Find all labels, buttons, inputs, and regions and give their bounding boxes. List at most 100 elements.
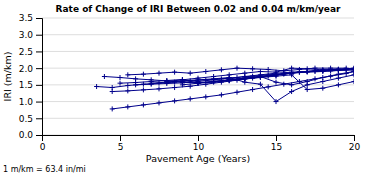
marker: [336, 68, 341, 73]
marker: [305, 69, 310, 74]
grid-line: [42, 101, 354, 102]
marker: [320, 86, 325, 91]
tick: 1.0: [19, 97, 42, 107]
x-axis: 05101520: [40, 135, 361, 152]
marker: [336, 82, 341, 87]
tick: 0: [40, 135, 46, 152]
tick-label: 3.0: [19, 30, 34, 40]
marker: [242, 76, 247, 81]
tick: 15: [271, 135, 282, 152]
marker: [188, 71, 193, 76]
tick-label: 20: [349, 142, 361, 152]
tick: 2.5: [19, 47, 42, 57]
marker: [149, 81, 154, 86]
marker: [336, 67, 341, 72]
marker: [352, 67, 355, 72]
marker: [164, 80, 169, 85]
marker: [352, 67, 355, 72]
title: Rate of Change of IRI Between 0.02 and 0…: [56, 4, 341, 14]
tick: 3.5: [19, 13, 42, 23]
tick-mark: [36, 118, 42, 119]
marker: [242, 71, 247, 76]
tick: 20: [349, 135, 361, 152]
marker: [305, 82, 310, 87]
marker: [250, 87, 255, 92]
marker: [157, 71, 162, 76]
marker: [320, 69, 325, 74]
marker: [352, 72, 355, 77]
marker: [141, 87, 146, 92]
tick-label: 1.0: [19, 97, 34, 107]
tick-label: 2.5: [19, 47, 33, 57]
tick-mark: [198, 135, 199, 141]
marker: [172, 85, 177, 90]
marker: [133, 82, 138, 87]
marker: [118, 75, 123, 80]
tick-mark: [276, 135, 277, 141]
tick-mark: [36, 135, 42, 136]
tick-label: 0: [40, 142, 46, 152]
marker: [125, 88, 130, 93]
marker: [235, 66, 240, 71]
marker: [211, 74, 216, 79]
marker: [227, 72, 232, 77]
marker: [94, 84, 99, 89]
marker: [297, 67, 302, 72]
footnote: 1 m/km = 63.4 in/mi: [3, 165, 86, 174]
marker: [110, 106, 115, 111]
tick-mark: [36, 68, 42, 69]
marker: [219, 67, 224, 72]
marker: [227, 77, 232, 82]
marker: [172, 98, 177, 103]
marker: [250, 66, 255, 71]
tick-label: 2.0: [19, 64, 34, 74]
marker: [274, 80, 279, 85]
marker: [211, 79, 216, 84]
grid-line: [42, 51, 354, 52]
marker: [157, 100, 162, 105]
marker: [125, 72, 130, 77]
tick-mark: [36, 35, 42, 36]
marker: [219, 92, 224, 97]
marker: [258, 82, 263, 87]
grid-line: [42, 18, 354, 19]
marker: [305, 70, 310, 75]
marker: [274, 72, 279, 77]
grid-line: [42, 118, 354, 119]
marker: [320, 79, 325, 84]
grid-line: [42, 34, 354, 35]
tick-label: 0.5: [19, 114, 33, 124]
marker: [118, 81, 123, 86]
marker: [157, 86, 162, 91]
marker: [180, 82, 185, 87]
marker: [164, 79, 169, 84]
marker: [125, 104, 130, 109]
marker: [227, 78, 232, 83]
series-line: [136, 69, 354, 85]
marker: [289, 66, 294, 71]
marker: [289, 89, 294, 94]
x-axis-title: Pavement Age (Years): [146, 153, 250, 164]
marker: [305, 69, 310, 74]
marker: [235, 90, 240, 95]
plot: 051015200.00.51.01.52.02.53.03.5: [19, 13, 361, 152]
y-axis: 0.00.51.01.52.02.53.03.5: [19, 13, 43, 140]
tick: 1.5: [19, 80, 42, 90]
marker: [125, 83, 130, 88]
y-axis-title: IRI (m/km): [2, 52, 13, 102]
marker: [336, 76, 341, 81]
marker: [266, 84, 271, 89]
marker: [141, 102, 146, 107]
marker: [180, 77, 185, 82]
tick-label: 5: [118, 142, 124, 152]
marker: [110, 89, 115, 94]
marker: [227, 77, 232, 82]
tick: 3.0: [19, 30, 42, 40]
marker: [203, 94, 208, 99]
marker: [305, 87, 310, 92]
tick-mark: [354, 135, 355, 141]
marker: [196, 76, 201, 81]
marker: [258, 74, 263, 79]
series-group: [94, 66, 354, 112]
marker: [172, 70, 177, 75]
